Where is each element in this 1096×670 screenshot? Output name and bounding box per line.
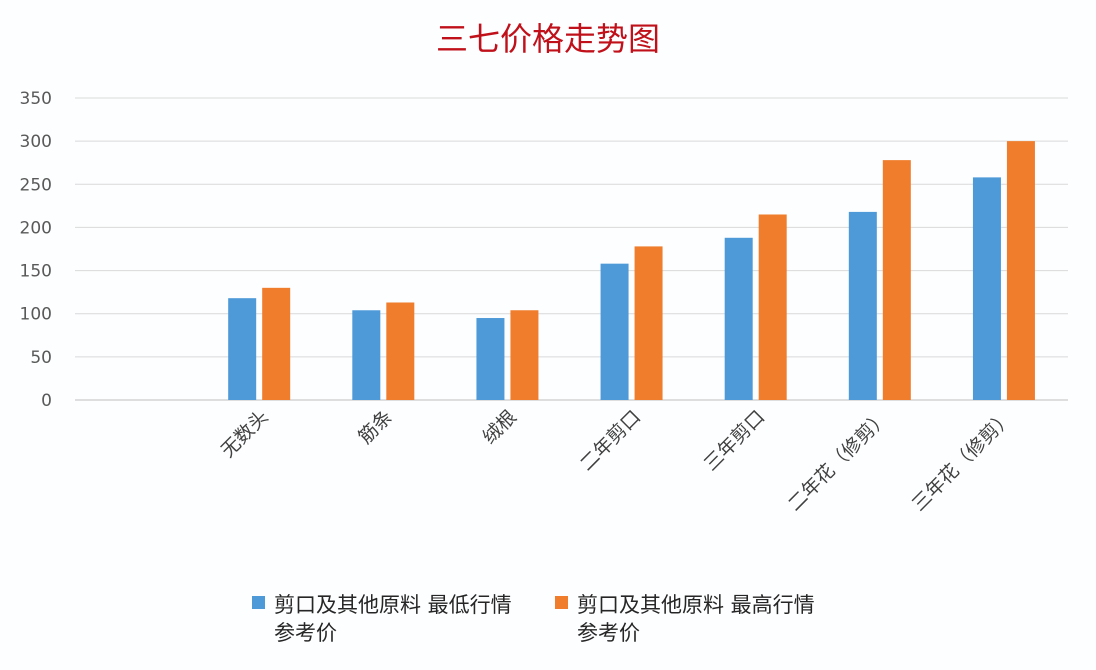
x-category-label: 绒根 (479, 406, 521, 448)
bar-high (386, 302, 415, 400)
y-tick-label: 150 (20, 262, 52, 282)
x-category-label: 筋条 (354, 406, 396, 448)
legend-label: 剪口及其他原料 最低行情 (274, 593, 512, 617)
bar-high (882, 160, 911, 400)
bar-low (600, 263, 629, 400)
bar-low (228, 298, 257, 400)
bar-high (262, 287, 291, 400)
bar-low (848, 211, 877, 400)
y-tick-label: 50 (30, 348, 52, 368)
y-tick-label: 200 (20, 218, 52, 238)
legend-swatch (252, 596, 265, 609)
y-tick-label: 0 (41, 391, 52, 411)
legend-label: 参考价 (274, 621, 337, 645)
y-tick-label: 300 (20, 132, 52, 152)
bar-high (758, 214, 787, 400)
y-tick-label: 100 (20, 305, 52, 325)
y-tick-label: 350 (20, 89, 52, 109)
chart-title: 三七价格走势图 (436, 20, 660, 58)
bar-low (352, 310, 381, 400)
y-tick-label: 250 (20, 175, 52, 195)
x-category-label: 无数头 (217, 406, 273, 462)
x-category-label: 三年花（修剪） (908, 406, 1018, 516)
legend-swatch (555, 596, 568, 609)
x-category-label: 二年花（修剪） (784, 406, 894, 516)
bar-high (634, 246, 663, 400)
legend-label: 参考价 (577, 621, 640, 645)
x-category-label: 三年剪口 (700, 406, 769, 475)
bar-high (510, 310, 539, 400)
x-category-label: 二年剪口 (576, 406, 645, 475)
bar-low (972, 177, 1001, 400)
bar-high (1006, 141, 1035, 400)
legend-label: 剪口及其他原料 最高行情 (577, 593, 815, 617)
bar-low (476, 318, 505, 400)
bar-low (724, 237, 753, 400)
